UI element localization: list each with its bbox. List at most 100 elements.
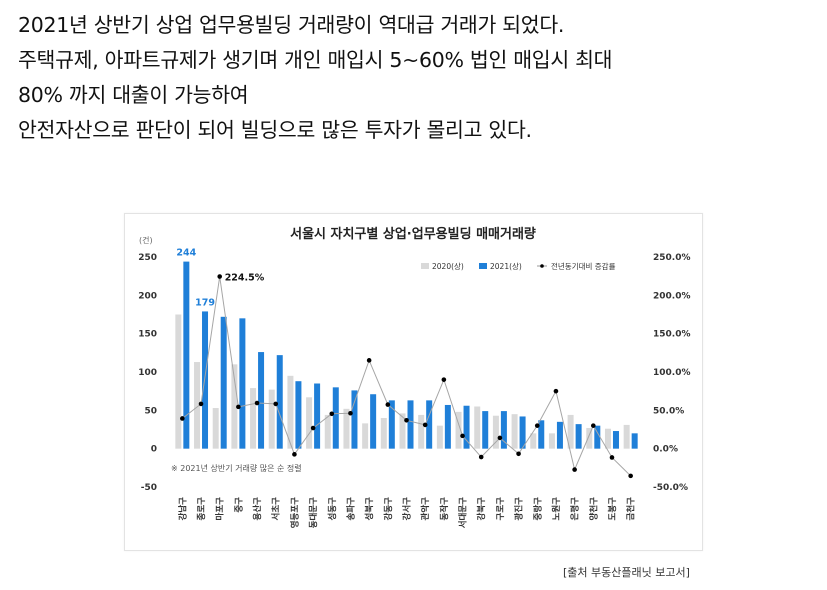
bar-2021 (314, 383, 321, 449)
bar-2020 (474, 406, 481, 449)
bar-2020 (436, 425, 443, 449)
bar-2020 (548, 433, 555, 449)
y-right-tick-label: 200.0% (653, 291, 691, 301)
bar-2020 (306, 397, 313, 449)
bar-2021 (258, 352, 265, 449)
x-tick-label: 광진구 (514, 497, 525, 521)
change-rate-point (478, 454, 484, 460)
y-right-tick-label: 250.0% (653, 253, 691, 263)
y-left-tick-label: 250 (138, 253, 157, 263)
bar-2021 (295, 381, 302, 449)
change-rate-point (329, 411, 335, 417)
x-tick-label: 성북구 (364, 497, 375, 521)
legend-label: 2021(상) (490, 261, 522, 271)
bar-2021 (500, 411, 507, 449)
y-left-tick-label: 200 (138, 291, 157, 301)
bar-2020 (418, 414, 425, 449)
bar-2020 (530, 433, 537, 449)
rate-data-label: 224.5% (225, 273, 265, 284)
y-left-tick-label: 50 (144, 406, 157, 416)
bar-2020 (511, 414, 518, 449)
change-rate-point (292, 452, 297, 457)
change-rate-point (591, 423, 596, 428)
x-tick-label: 강서구 (402, 497, 413, 521)
chart-card: 서울시 자치구별 상업·업무용빌딩 매매거래량 (건) ※ 2021년 상반기 … (124, 213, 703, 551)
intro-line: 주택규제, 아파트규제가 생기며 개인 매입시 5~60% 법인 매입시 최대 (18, 48, 613, 72)
x-tick-label: 구로구 (496, 497, 506, 521)
x-tick-label: 영등포구 (289, 497, 300, 528)
y-right-tick-label: 150.0% (653, 330, 691, 340)
chart-title: 서울시 자치구별 상업·업무용빌딩 매매거래량 (290, 226, 536, 242)
bar-2021 (612, 431, 619, 449)
intro-line: 80% 까지 대출이 가능하여 (18, 83, 249, 107)
x-tick-label: 강동구 (383, 497, 394, 521)
bar-2020 (268, 389, 275, 449)
bar-2021 (631, 433, 638, 449)
y-right-tick-label: 100.0% (653, 368, 691, 378)
x-tick-label: 용산구 (252, 497, 263, 521)
bar-2021 (519, 416, 526, 449)
x-tick-label: 송파구 (345, 497, 356, 521)
change-rate-point (254, 400, 260, 406)
x-tick-label: 강북구 (476, 497, 487, 521)
intro-text: 2021년 상반기 상업 업무용빌딩 거래량이 역대급 거래가 되었다. 주택규… (18, 8, 818, 148)
bar-2021 (444, 404, 451, 449)
bar-2020 (343, 408, 350, 449)
change-rate-point (441, 377, 447, 382)
change-rate-point (460, 433, 465, 439)
bar-2020 (455, 411, 462, 449)
change-rate-point (422, 422, 428, 428)
change-rate-point (236, 404, 241, 410)
y-left-tick-label: -50 (141, 483, 157, 493)
bar-2020 (586, 427, 593, 449)
change-rate-point (404, 418, 409, 423)
bar-data-label: 244 (176, 248, 196, 259)
change-rate-point (348, 410, 353, 416)
bar-2020 (231, 364, 238, 449)
x-tick-label: 노원구 (551, 497, 562, 521)
y-unit-label: (건) (139, 235, 153, 245)
change-rate-point (385, 402, 391, 407)
x-tick-label: 서초구 (271, 497, 282, 521)
change-rate-point (572, 467, 577, 472)
source-caption: [출처 부동산플래닛 보고서] (563, 566, 690, 579)
x-tick-label: 은평구 (570, 497, 581, 521)
legend-swatch (479, 263, 487, 269)
change-rate-point (217, 274, 222, 279)
x-tick-label: 관악구 (420, 497, 431, 521)
bar-2020 (212, 408, 219, 449)
change-rate-point (628, 473, 633, 479)
change-rate-point (180, 416, 185, 421)
legend-marker-swatch (540, 264, 544, 268)
x-axis-labels: 강남구 종로구 마포구 중구 용산구 서초구 영등포구 동대문구 성동구 송파구 성북구 강동구 강서구… (177, 497, 636, 528)
bar-line-chart: 서울시 자치구별 상업·업무용빌딩 매매거래량 (건) ※ 2021년 상반기 … (138, 226, 691, 528)
x-tick-label: 종로구 (197, 497, 207, 521)
bar-2021 (556, 421, 563, 449)
y-right-tick-label: -50.0% (653, 483, 688, 493)
x-tick-label: 양천구 (588, 497, 599, 521)
bar-2020 (380, 418, 387, 449)
change-rate-line (180, 274, 633, 479)
bar-2021 (575, 424, 582, 449)
x-tick-label: 동작구 (439, 497, 450, 521)
change-rate-point (609, 455, 615, 460)
x-tick-label: 마포구 (215, 497, 226, 521)
y-right-tick-label: 50.0% (653, 406, 684, 416)
bar-2020 (175, 314, 182, 449)
bar-2021 (463, 405, 470, 449)
legend-swatch (421, 263, 429, 269)
y-left-tick-label: 150 (138, 330, 157, 340)
bars (175, 261, 638, 449)
bar-2020 (604, 428, 611, 449)
change-rate-point (366, 358, 372, 363)
x-tick-label: 금천구 (626, 497, 637, 521)
x-tick-label: 강남구 (177, 497, 188, 521)
bar-2020 (623, 424, 630, 449)
x-tick-label: 도봉구 (607, 497, 618, 521)
y-left-tick-label: 100 (138, 368, 157, 378)
bar-2020 (362, 423, 369, 449)
x-tick-label: 동대문구 (308, 497, 319, 528)
bar-2021 (388, 400, 395, 449)
chart-note: ※ 2021년 상반기 거래량 많은 순 정렬 (171, 463, 302, 473)
bar-2021 (538, 420, 545, 449)
